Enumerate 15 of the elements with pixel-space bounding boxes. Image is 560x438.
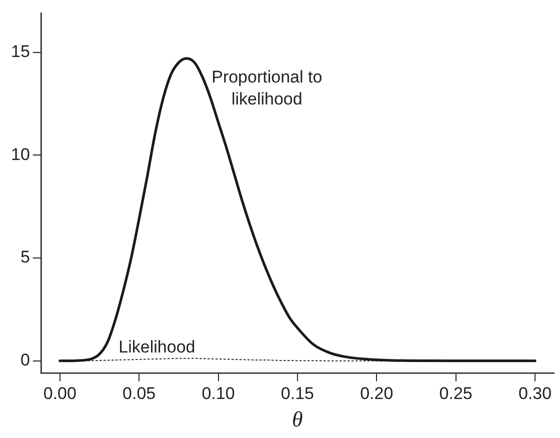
y-tick-label: 10	[10, 144, 30, 164]
x-tick-label: 0.15	[280, 384, 314, 404]
x-tick-label: 0.10	[202, 384, 235, 404]
y-tick-label: 5	[20, 248, 30, 267]
series-label: Likelihood	[118, 337, 196, 356]
x-tick-label: 0.20	[360, 384, 394, 404]
x-tick-label: 0.30	[518, 384, 552, 404]
line-series	[58, 57, 536, 362]
x-tick-label: 0.05	[122, 384, 156, 404]
x-tick-label: 0.00	[43, 384, 76, 404]
y-tick-label: 15	[10, 42, 30, 61]
y-tick-label: 0	[20, 350, 30, 370]
x-tick-label: 0.25	[439, 384, 472, 404]
series-label: Proportional to likelihood	[212, 67, 322, 108]
x-axis-title: θ	[292, 406, 304, 432]
